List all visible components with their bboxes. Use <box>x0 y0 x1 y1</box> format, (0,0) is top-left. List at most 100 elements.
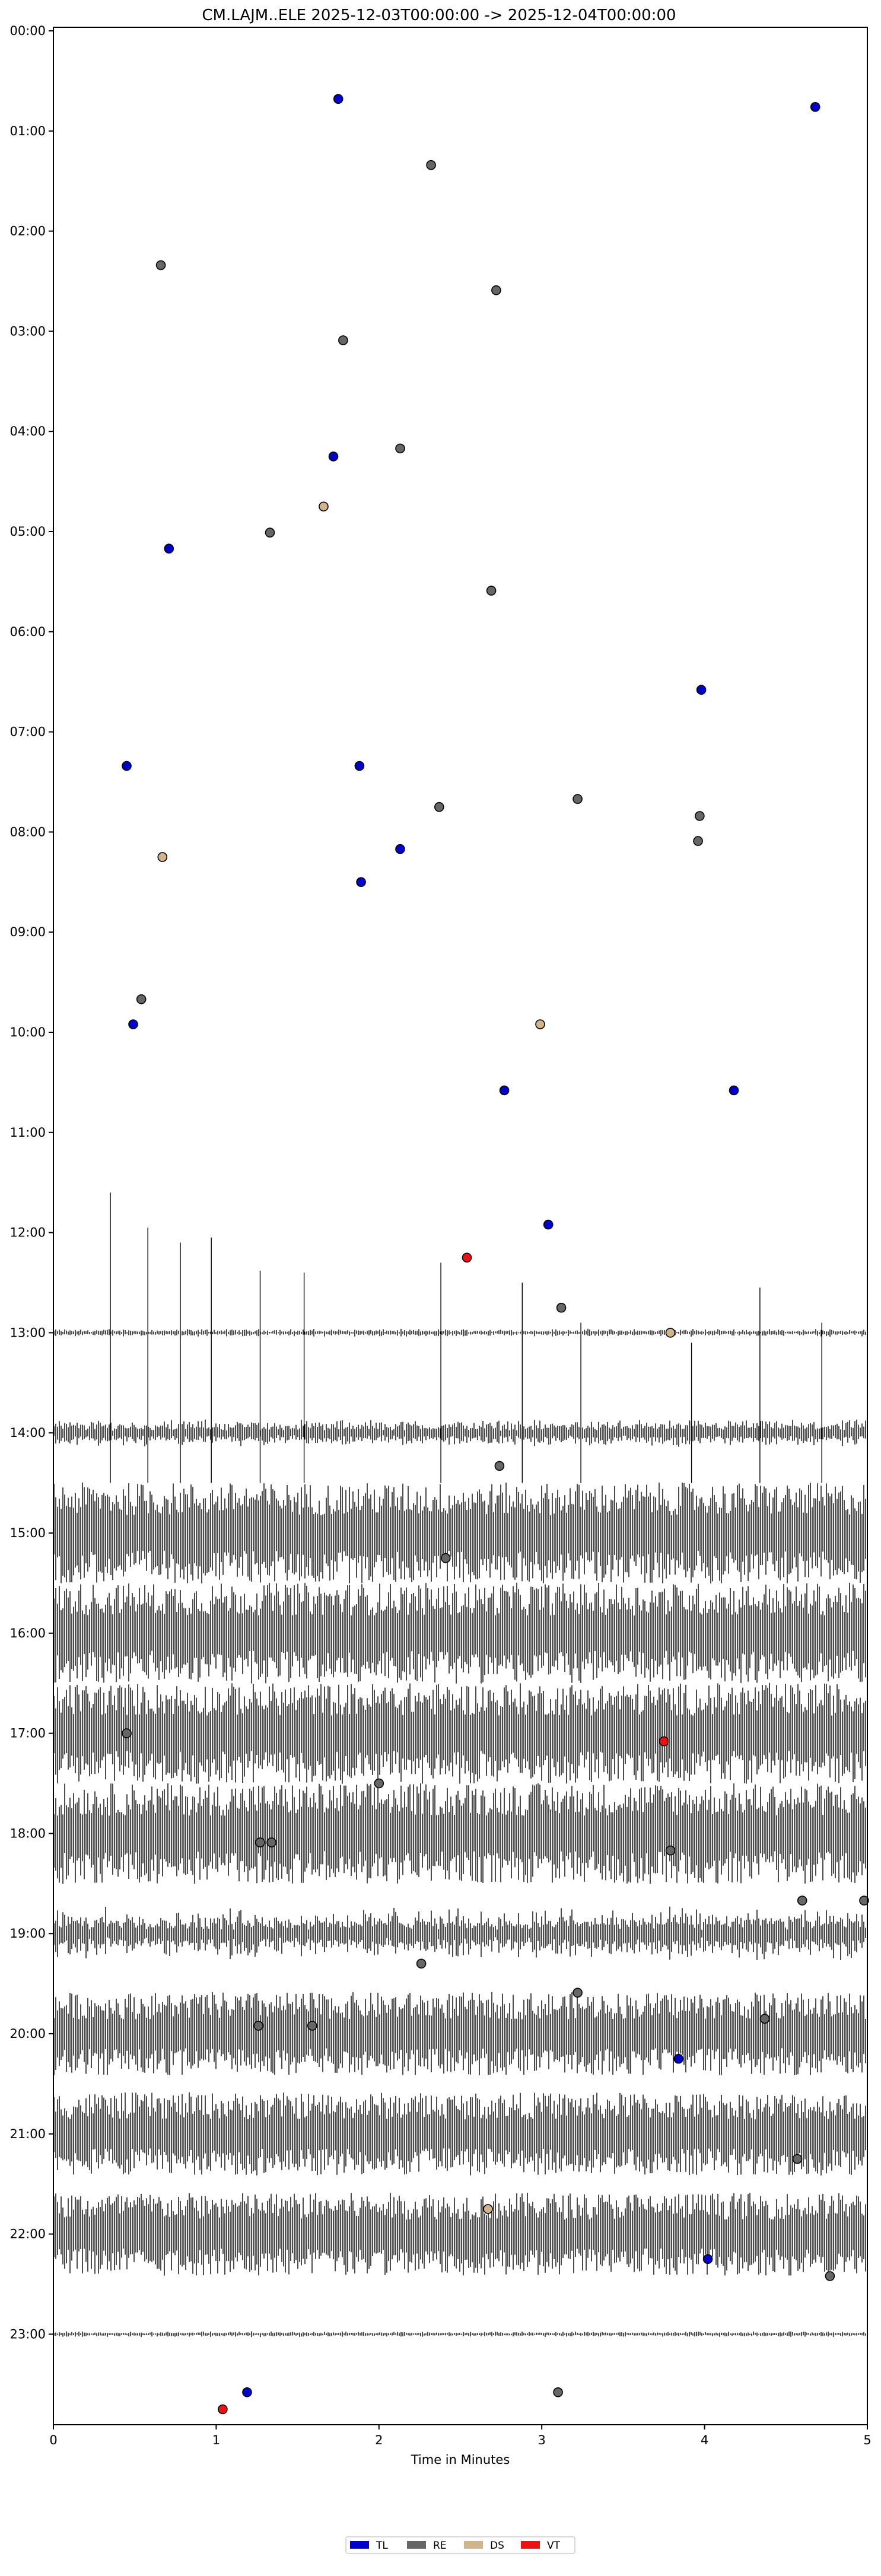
x-tick-label: 0 <box>49 2433 57 2447</box>
marker-re <box>693 836 703 846</box>
marker-tl <box>328 451 339 462</box>
y-tick-label: 05:00 <box>9 524 46 539</box>
marker-re <box>416 1958 427 1969</box>
marker-re <box>266 1837 277 1847</box>
marker-re <box>255 1837 265 1847</box>
marker-ds <box>665 1328 676 1338</box>
marker-ds <box>319 501 329 512</box>
marker-tl <box>696 685 707 695</box>
marker-vt <box>462 1252 472 1263</box>
marker-re <box>338 335 348 345</box>
marker-re <box>859 1896 869 1906</box>
marker-tl <box>702 2254 713 2265</box>
legend-label-ds: DS <box>490 2540 504 2552</box>
y-tick-label: 22:00 <box>9 2227 46 2241</box>
y-tick-label: 10:00 <box>9 1025 46 1039</box>
marker-ds <box>535 1019 545 1029</box>
waveform-trace <box>53 1192 866 2338</box>
legend-label-vt: VT <box>547 2540 561 2552</box>
marker-re <box>253 2021 264 2031</box>
marker-tl <box>499 1085 510 1096</box>
marker-re <box>434 802 444 812</box>
marker-re <box>395 443 405 454</box>
legend-box <box>345 2536 575 2554</box>
legend-swatch-tl <box>350 2541 369 2549</box>
marker-re <box>792 2154 803 2164</box>
y-tick-label: 16:00 <box>9 1626 46 1640</box>
y-tick-label: 14:00 <box>9 1426 46 1440</box>
y-tick-label: 07:00 <box>9 725 46 739</box>
y-tick-label: 15:00 <box>9 1526 46 1540</box>
marker-tl <box>122 761 132 771</box>
y-tick-label: 00:00 <box>9 24 46 38</box>
marker-re <box>426 160 436 170</box>
marker-re <box>491 285 501 295</box>
x-axis-label: Time in Minutes <box>411 2453 510 2467</box>
y-tick-label: 09:00 <box>9 925 46 939</box>
marker-tl <box>729 1085 739 1096</box>
marker-re <box>440 1553 451 1563</box>
marker-ds <box>157 852 168 862</box>
y-tick-label: 18:00 <box>9 1826 46 1840</box>
marker-ds <box>483 2204 493 2214</box>
legend-label-re: RE <box>433 2540 447 2552</box>
marker-re <box>307 2021 317 2031</box>
marker-re <box>136 994 147 1004</box>
y-tick-label: 19:00 <box>9 1926 46 1941</box>
y-tick-label: 23:00 <box>9 2327 46 2341</box>
marker-re <box>155 260 166 271</box>
marker-tl <box>673 2053 683 2064</box>
y-tick-label: 20:00 <box>9 2027 46 2041</box>
y-tick-label: 03:00 <box>9 324 46 338</box>
y-axis: 00:00 01:00 02:00 03:00 04:00 05:00 06:00 07:00… <box>9 24 53 2341</box>
x-tick-label: 1 <box>212 2433 220 2447</box>
y-tick-label: 02:00 <box>9 224 46 238</box>
marker-re <box>759 2014 770 2024</box>
legend-swatch-vt <box>521 2541 540 2549</box>
plot-frame <box>53 27 868 2425</box>
marker-tl <box>543 1219 554 1230</box>
y-tick-label: 11:00 <box>9 1125 46 1140</box>
legend-swatch-re <box>407 2541 426 2549</box>
marker-tl <box>128 1019 138 1029</box>
marker-re <box>486 586 497 596</box>
marker-vt <box>659 1736 669 1747</box>
marker-re <box>695 811 705 821</box>
marker-re <box>265 527 275 538</box>
y-tick-label: 01:00 <box>9 124 46 138</box>
waveform-path <box>53 1192 866 2338</box>
x-tick-label: 3 <box>538 2433 546 2447</box>
marker-tl <box>356 877 366 888</box>
chart-title: CM.LAJM..ELE 2025-12-03T00:00:00 -> 2025… <box>202 7 676 24</box>
y-tick-label: 06:00 <box>9 625 46 639</box>
marker-re <box>553 2387 563 2397</box>
event-markers <box>122 94 869 2415</box>
marker-tl <box>810 102 820 112</box>
marker-re <box>122 1728 132 1738</box>
y-tick-label: 12:00 <box>9 1226 46 1240</box>
marker-re <box>573 1987 583 1998</box>
x-tick-label: 4 <box>701 2433 708 2447</box>
x-axis: 0 1 2 3 4 5 <box>49 2425 872 2447</box>
marker-re <box>374 1778 384 1789</box>
legend-label-tl: TL <box>376 2540 388 2552</box>
marker-tl <box>333 94 344 104</box>
y-tick-label: 13:00 <box>9 1325 46 1340</box>
marker-tl <box>354 761 365 771</box>
x-tick-label: 5 <box>863 2433 871 2447</box>
y-tick-label: 04:00 <box>9 424 46 438</box>
legend: TL RE DS VT <box>345 2536 575 2554</box>
y-tick-label: 17:00 <box>9 1726 46 1741</box>
marker-re <box>665 1845 676 1856</box>
marker-re <box>573 794 583 804</box>
marker-tl <box>242 2387 252 2397</box>
marker-re <box>797 1896 807 1906</box>
marker-vt <box>218 2404 228 2415</box>
marker-tl <box>164 543 174 554</box>
marker-re <box>556 1302 567 1313</box>
y-tick-label: 08:00 <box>9 825 46 839</box>
marker-re <box>825 2271 835 2281</box>
marker-re <box>494 1461 505 1471</box>
legend-swatch-ds <box>464 2541 483 2549</box>
